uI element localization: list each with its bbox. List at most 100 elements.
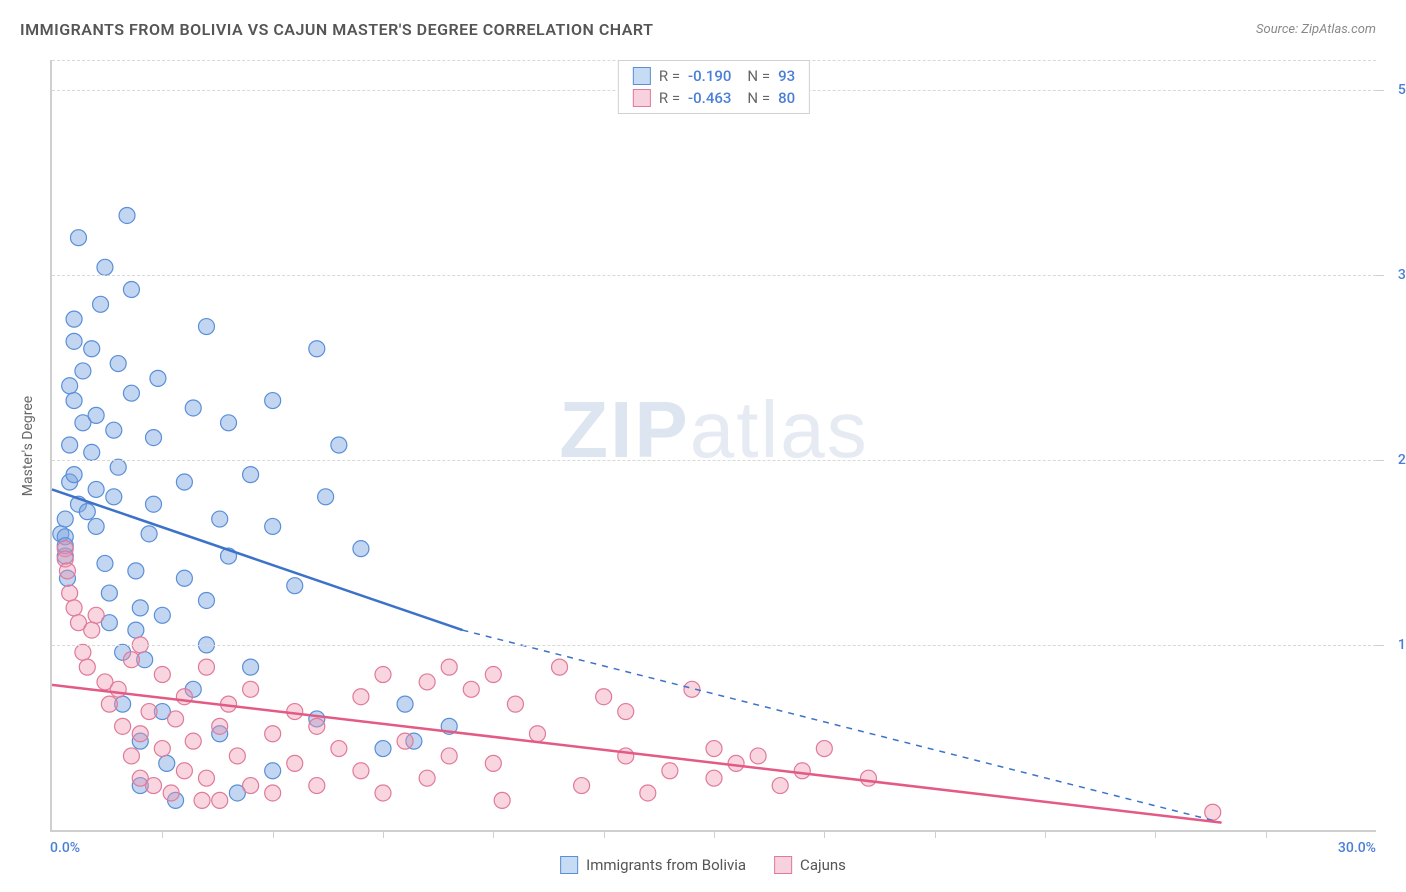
- data-point: [618, 704, 634, 720]
- data-point: [146, 496, 162, 512]
- data-point: [97, 555, 113, 571]
- data-point: [375, 667, 391, 683]
- data-point: [66, 333, 82, 349]
- x-tick: [824, 830, 825, 838]
- legend-row-cajuns: R = -0.463 N = 80: [633, 89, 795, 107]
- plot-area: ZIPatlas R = -0.190 N = 93 R = -0.463 N …: [50, 60, 1376, 832]
- data-point: [552, 659, 568, 675]
- chart-container: IMMIGRANTS FROM BOLIVIA VS CAJUN MASTER'…: [0, 0, 1406, 892]
- swatch-bolivia: [633, 67, 651, 85]
- x-tick: [1045, 830, 1046, 838]
- data-point: [128, 622, 144, 638]
- data-point: [419, 770, 435, 786]
- y-tick-label: 25.0%: [1381, 452, 1406, 468]
- data-point: [59, 563, 75, 579]
- data-point: [265, 785, 281, 801]
- x-tick: [604, 830, 605, 838]
- data-point: [265, 393, 281, 409]
- data-point: [159, 755, 175, 771]
- data-point: [168, 711, 184, 727]
- data-point: [728, 755, 744, 771]
- data-point: [88, 407, 104, 423]
- legend-item-bolivia: Immigrants from Bolivia: [560, 856, 746, 874]
- data-point: [110, 459, 126, 475]
- data-point: [212, 718, 228, 734]
- data-point: [163, 785, 179, 801]
- swatch-cajuns: [633, 89, 651, 107]
- data-point: [62, 585, 78, 601]
- data-point: [154, 607, 170, 623]
- data-point: [265, 726, 281, 742]
- gridline: [52, 460, 1376, 461]
- data-point: [88, 607, 104, 623]
- data-point: [596, 689, 612, 705]
- correlation-legend: R = -0.190 N = 93 R = -0.463 N = 80: [618, 60, 810, 114]
- legend-row-bolivia: R = -0.190 N = 93: [633, 67, 795, 85]
- data-point: [198, 659, 214, 675]
- data-point: [66, 600, 82, 616]
- data-point: [353, 763, 369, 779]
- data-point: [123, 282, 139, 298]
- data-point: [141, 526, 157, 542]
- data-point: [84, 622, 100, 638]
- data-point: [229, 748, 245, 764]
- scatter-svg: [52, 60, 1376, 830]
- source-label: Source: ZipAtlas.com: [1256, 22, 1376, 37]
- data-point: [640, 785, 656, 801]
- data-point: [618, 748, 634, 764]
- data-point: [119, 207, 135, 223]
- chart-title: IMMIGRANTS FROM BOLIVIA VS CAJUN MASTER'…: [20, 20, 1386, 39]
- data-point: [176, 474, 192, 490]
- data-point: [123, 748, 139, 764]
- data-point: [243, 681, 259, 697]
- x-origin-label: 0.0%: [50, 840, 80, 856]
- data-point: [154, 741, 170, 757]
- data-point: [198, 319, 214, 335]
- data-point: [287, 755, 303, 771]
- data-point: [287, 704, 303, 720]
- data-point: [265, 518, 281, 534]
- data-point: [265, 763, 281, 779]
- data-point: [662, 763, 678, 779]
- data-point: [212, 511, 228, 527]
- x-tick: [493, 830, 494, 838]
- data-point: [198, 592, 214, 608]
- data-point: [485, 755, 501, 771]
- data-point: [128, 563, 144, 579]
- data-point: [375, 785, 391, 801]
- data-point: [441, 659, 457, 675]
- trend-line-dashed: [462, 630, 1221, 823]
- data-point: [66, 467, 82, 483]
- data-point: [463, 681, 479, 697]
- data-point: [62, 378, 78, 394]
- data-point: [106, 422, 122, 438]
- data-point: [75, 644, 91, 660]
- data-point: [750, 748, 766, 764]
- data-point: [146, 430, 162, 446]
- data-point: [318, 489, 334, 505]
- data-point: [70, 230, 86, 246]
- data-point: [706, 770, 722, 786]
- data-point: [309, 718, 325, 734]
- gridline: [52, 645, 1376, 646]
- data-point: [176, 763, 192, 779]
- data-point: [75, 363, 91, 379]
- data-point: [772, 778, 788, 794]
- legend-item-cajuns: Cajuns: [774, 856, 846, 874]
- data-point: [375, 741, 391, 757]
- x-tick: [935, 830, 936, 838]
- data-point: [706, 741, 722, 757]
- gridline: [52, 275, 1376, 276]
- data-point: [97, 259, 113, 275]
- data-point: [141, 704, 157, 720]
- data-point: [79, 659, 95, 675]
- data-point: [574, 778, 590, 794]
- data-point: [79, 504, 95, 520]
- series-legend: Immigrants from Bolivia Cajuns: [560, 856, 846, 874]
- data-point: [198, 770, 214, 786]
- data-point: [66, 311, 82, 327]
- data-point: [794, 763, 810, 779]
- data-point: [212, 792, 228, 808]
- trend-line: [52, 489, 462, 630]
- data-point: [485, 667, 501, 683]
